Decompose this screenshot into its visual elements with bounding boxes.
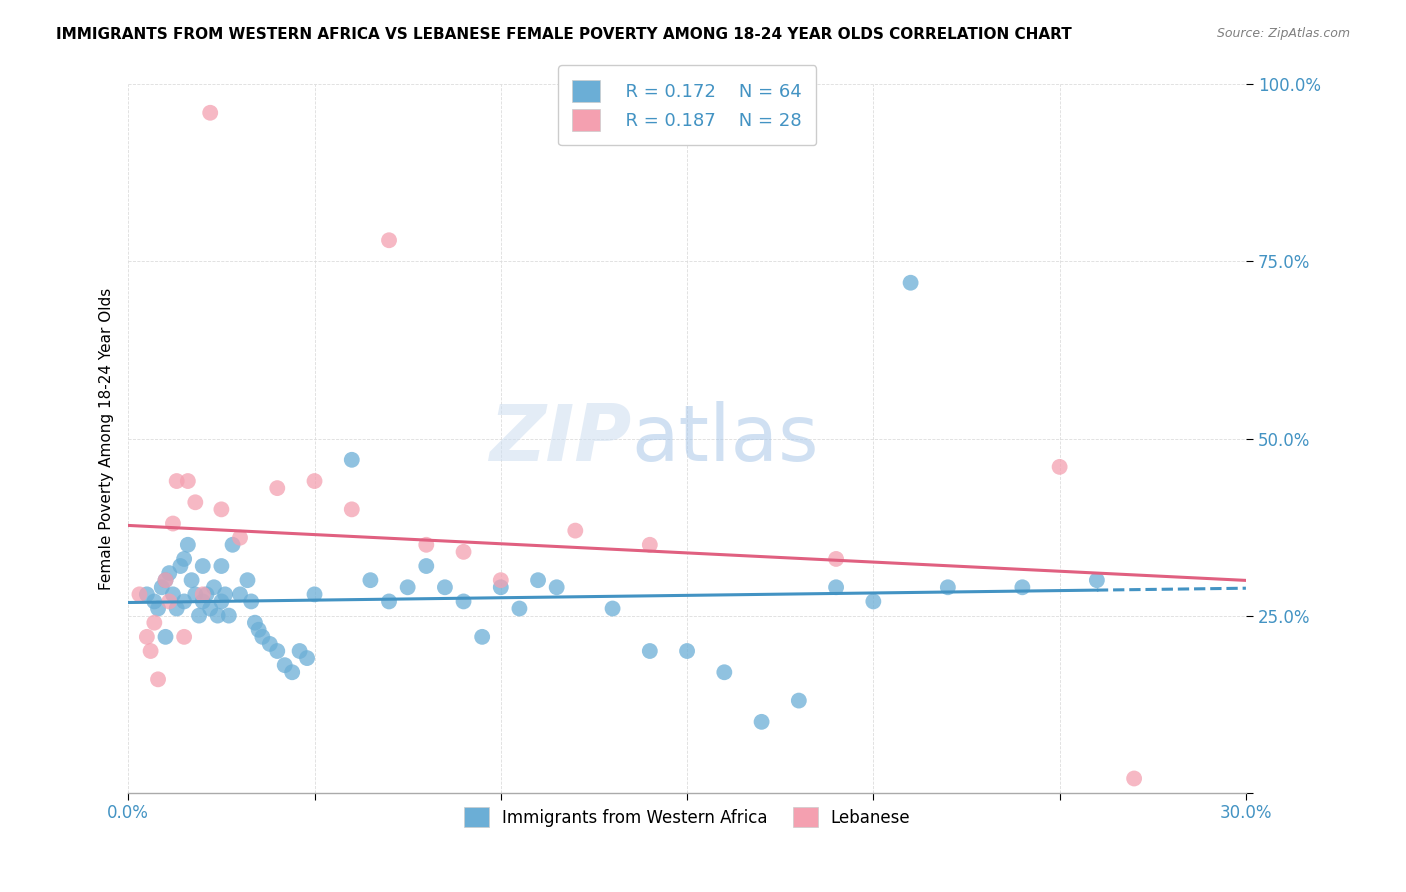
- Legend: Immigrants from Western Africa, Lebanese: Immigrants from Western Africa, Lebanese: [457, 800, 917, 834]
- Point: [209, 594, 232, 608]
- Point: [200, 105, 222, 120]
- Point: [825, 552, 848, 566]
- Point: [240, 594, 263, 608]
- Point: [135, 630, 157, 644]
- Point: [191, 594, 214, 608]
- Point: [546, 580, 568, 594]
- Point: [184, 495, 207, 509]
- Text: IMMIGRANTS FROM WESTERN AFRICA VS LEBANESE FEMALE POVERTY AMONG 18-24 YEAR OLDS : IMMIGRANTS FROM WESTERN AFRICA VS LEBANE…: [56, 27, 1071, 42]
- Point: [676, 644, 699, 658]
- Point: [162, 516, 184, 531]
- Point: [169, 559, 191, 574]
- Point: [157, 566, 180, 580]
- Point: [638, 538, 661, 552]
- Point: [157, 594, 180, 608]
- Point: [489, 580, 512, 594]
- Point: [180, 573, 202, 587]
- Point: [150, 580, 173, 594]
- Point: [243, 615, 266, 630]
- Point: [207, 608, 229, 623]
- Point: [304, 474, 326, 488]
- Text: ZIP: ZIP: [489, 401, 631, 476]
- Text: Source: ZipAtlas.com: Source: ZipAtlas.com: [1216, 27, 1350, 40]
- Point: [214, 587, 236, 601]
- Point: [162, 587, 184, 601]
- Point: [218, 608, 240, 623]
- Point: [1123, 772, 1146, 786]
- Point: [508, 601, 530, 615]
- Point: [489, 573, 512, 587]
- Point: [202, 580, 225, 594]
- Point: [713, 665, 735, 680]
- Point: [638, 644, 661, 658]
- Point: [139, 644, 162, 658]
- Point: [173, 594, 195, 608]
- Point: [564, 524, 586, 538]
- Point: [188, 608, 211, 623]
- Point: [143, 594, 166, 608]
- Point: [1085, 573, 1108, 587]
- Point: [1011, 580, 1033, 594]
- Point: [229, 587, 252, 601]
- Point: [173, 552, 195, 566]
- Point: [229, 531, 252, 545]
- Point: [900, 276, 922, 290]
- Point: [259, 637, 281, 651]
- Point: [862, 594, 884, 608]
- Point: [191, 559, 214, 574]
- Point: [340, 452, 363, 467]
- Point: [751, 714, 773, 729]
- Point: [184, 587, 207, 601]
- Point: [191, 587, 214, 601]
- Point: [378, 233, 401, 247]
- Point: [288, 644, 311, 658]
- Point: [155, 630, 177, 644]
- Point: [209, 502, 232, 516]
- Point: [177, 474, 200, 488]
- Point: [396, 580, 419, 594]
- Point: [602, 601, 624, 615]
- Point: [453, 594, 475, 608]
- Point: [143, 615, 166, 630]
- Point: [247, 623, 270, 637]
- Point: [221, 538, 243, 552]
- Point: [825, 580, 848, 594]
- Point: [173, 630, 195, 644]
- Point: [177, 538, 200, 552]
- Point: [195, 587, 218, 601]
- Point: [359, 573, 381, 587]
- Point: [274, 658, 297, 673]
- Point: [200, 601, 222, 615]
- Y-axis label: Female Poverty Among 18-24 Year Olds: Female Poverty Among 18-24 Year Olds: [100, 287, 114, 590]
- Point: [453, 545, 475, 559]
- Point: [155, 573, 177, 587]
- Point: [146, 601, 169, 615]
- Point: [266, 644, 288, 658]
- Point: [415, 559, 437, 574]
- Point: [527, 573, 550, 587]
- Point: [433, 580, 456, 594]
- Point: [936, 580, 959, 594]
- Point: [1049, 459, 1071, 474]
- Point: [340, 502, 363, 516]
- Point: [166, 601, 188, 615]
- Point: [304, 587, 326, 601]
- Point: [146, 673, 169, 687]
- Point: [415, 538, 437, 552]
- Point: [378, 594, 401, 608]
- Point: [471, 630, 494, 644]
- Point: [252, 630, 274, 644]
- Point: [281, 665, 304, 680]
- Point: [266, 481, 288, 495]
- Point: [166, 474, 188, 488]
- Point: [787, 693, 810, 707]
- Point: [155, 573, 177, 587]
- Point: [209, 559, 232, 574]
- Text: atlas: atlas: [631, 401, 818, 476]
- Point: [128, 587, 150, 601]
- Point: [135, 587, 157, 601]
- Point: [236, 573, 259, 587]
- Point: [295, 651, 318, 665]
